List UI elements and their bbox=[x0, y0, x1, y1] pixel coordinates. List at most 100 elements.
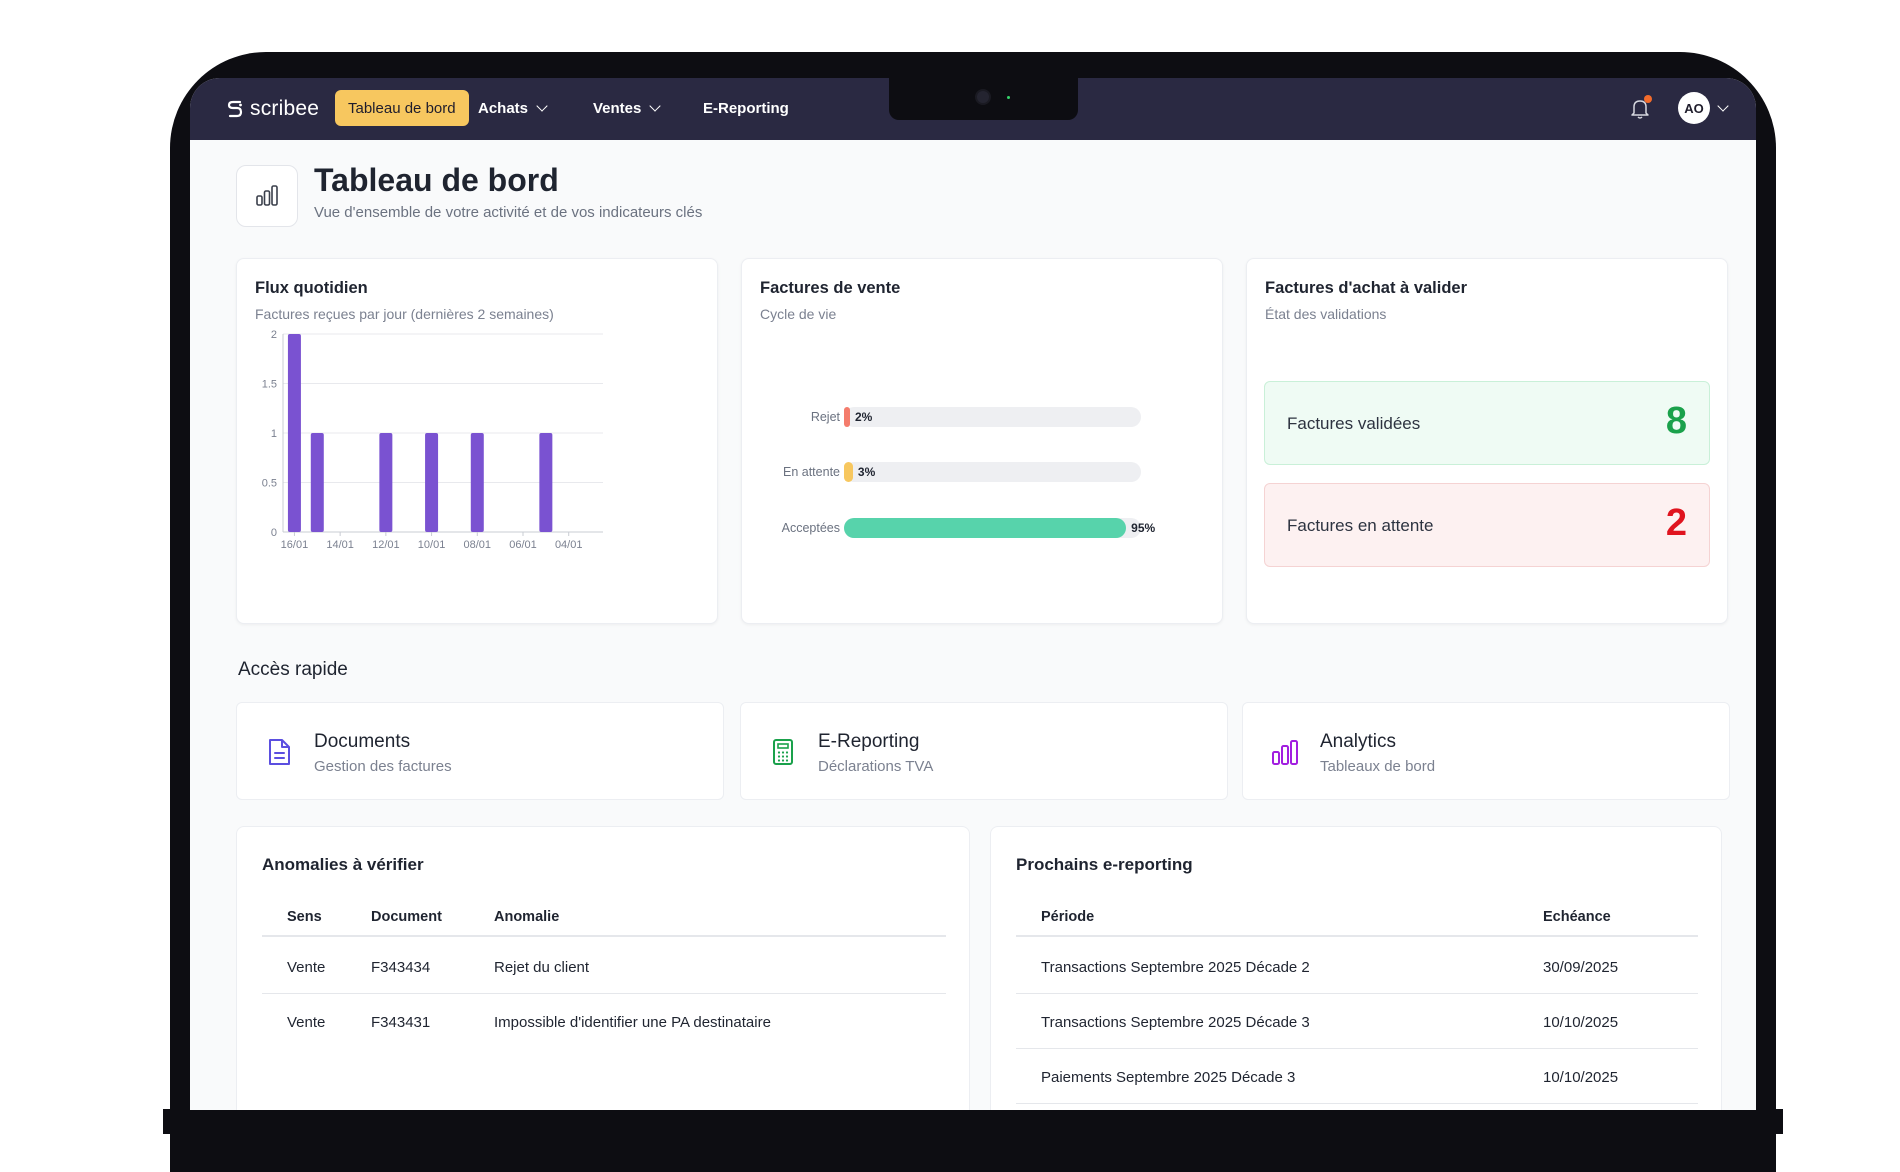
bar-16/01 bbox=[287, 334, 301, 532]
x-tick-label: 08/01 bbox=[464, 539, 492, 551]
progress-fill bbox=[844, 407, 850, 427]
card-subtitle: État des validations bbox=[1265, 306, 1387, 322]
column-header-document: Document bbox=[371, 909, 442, 925]
card-subtitle: Cycle de vie bbox=[760, 306, 837, 322]
cell-periode: Transactions Septembre 2025 Décade 3 bbox=[1041, 1014, 1310, 1031]
card-title: Factures de vente bbox=[760, 279, 901, 297]
quick-access-documents[interactable]: Documents Gestion des factures bbox=[236, 702, 724, 800]
cell-sens: Vente bbox=[287, 1014, 326, 1031]
column-header-echeance: Echéance bbox=[1543, 909, 1611, 925]
y-tick-label: 0 bbox=[271, 527, 277, 539]
page-icon-box bbox=[236, 165, 298, 227]
factures-vente-card: Factures de vente Cycle de vie Rejet 2% … bbox=[741, 258, 1223, 624]
validated-label: Factures validées bbox=[1287, 414, 1421, 433]
flux-quotidien-card: Flux quotidien Factures reçues par jour … bbox=[236, 258, 718, 624]
device-base bbox=[163, 1109, 1783, 1134]
pending-count: 2 bbox=[1665, 502, 1687, 544]
calculator-icon bbox=[773, 739, 793, 765]
table-row[interactable]: Transactions Septembre 2025 Décade 3 10/… bbox=[1016, 994, 1698, 1049]
page-subtitle: Vue d'ensemble de votre activité et de v… bbox=[314, 204, 703, 221]
progress-row-en-attente: En attente 3% bbox=[742, 462, 1222, 484]
nav-label: E-Reporting bbox=[703, 99, 789, 117]
validated-invoices-box[interactable]: Factures validées 8 bbox=[1264, 381, 1710, 465]
user-avatar[interactable]: AO bbox=[1678, 92, 1710, 124]
bar-chart-icon bbox=[256, 185, 278, 206]
bar-05/01 bbox=[539, 433, 553, 532]
app-screen: scribee Tableau de bord Achats Ventes E-… bbox=[190, 78, 1756, 1110]
y-tick-label: 1.5 bbox=[262, 379, 277, 391]
quick-access-subtitle: Tableaux de bord bbox=[1320, 758, 1436, 775]
device-notch bbox=[889, 78, 1078, 120]
validated-count: 8 bbox=[1665, 400, 1687, 442]
bar-08/01 bbox=[470, 433, 484, 532]
nav-label: Achats bbox=[478, 99, 529, 117]
cell-echeance: 10/10/2025 bbox=[1543, 1069, 1619, 1086]
cell-document: F343434 bbox=[371, 959, 431, 976]
quick-access-analytics[interactable]: Analytics Tableaux de bord bbox=[1242, 702, 1730, 800]
progress-track bbox=[844, 462, 1141, 482]
nav-ventes[interactable]: Ventes bbox=[580, 90, 672, 126]
cell-anomalie: Rejet du client bbox=[494, 959, 590, 976]
quick-access-e-reporting[interactable]: E-Reporting Déclarations TVA bbox=[740, 702, 1228, 800]
quick-access-subtitle: Gestion des factures bbox=[314, 758, 452, 775]
x-tick-label: 16/01 bbox=[281, 539, 309, 551]
quick-access-title: Analytics bbox=[1320, 731, 1397, 752]
document-icon bbox=[269, 739, 290, 765]
chevron-down-icon bbox=[649, 100, 662, 112]
column-header-anomalie: Anomalie bbox=[494, 909, 560, 925]
x-tick-label: 04/01 bbox=[555, 539, 583, 551]
factures-achat-card: Factures d'achat à valider État des vali… bbox=[1246, 258, 1728, 624]
x-tick-label: 12/01 bbox=[372, 539, 400, 551]
progress-label: En attente bbox=[783, 465, 840, 479]
nav-label: Tableau de bord bbox=[348, 99, 456, 117]
notification-dot bbox=[1644, 95, 1652, 103]
y-tick-label: 0.5 bbox=[262, 478, 277, 490]
progress-row-rejet: Rejet 2% bbox=[742, 407, 1222, 429]
pending-invoices-box[interactable]: Factures en attente 2 bbox=[1264, 483, 1710, 567]
table-row[interactable]: Transactions Septembre 2025 Décade 2 30/… bbox=[1016, 939, 1698, 994]
e-reporting-table-header: Période Echéance bbox=[1016, 897, 1698, 937]
progress-value: 3% bbox=[857, 465, 876, 479]
x-tick-label: 06/01 bbox=[509, 539, 537, 551]
cell-echeance: 10/10/2025 bbox=[1543, 1014, 1619, 1031]
progress-fill bbox=[844, 518, 1127, 538]
bar-12/01 bbox=[379, 433, 393, 532]
cell-periode: Transactions Septembre 2025 Décade 2 bbox=[1041, 959, 1310, 976]
bell-icon bbox=[1631, 100, 1649, 119]
bar-chart-icon bbox=[1272, 740, 1298, 765]
chevron-down-icon[interactable] bbox=[1717, 100, 1729, 112]
bar-15/01 bbox=[310, 433, 324, 532]
brand-logo[interactable]: scribee bbox=[226, 97, 319, 121]
scribee-logo-icon bbox=[227, 100, 243, 118]
nav-e-reporting[interactable]: E-Reporting bbox=[690, 90, 802, 126]
notifications-button[interactable] bbox=[1628, 95, 1654, 122]
cell-echeance: 30/09/2025 bbox=[1543, 959, 1619, 976]
prochains-e-reporting-card: Prochains e-reporting Période Echéance T… bbox=[990, 826, 1722, 1110]
pending-label: Factures en attente bbox=[1287, 516, 1434, 535]
quick-access-title: E-Reporting bbox=[818, 731, 920, 752]
progress-label: Acceptées bbox=[781, 521, 840, 535]
camera-led bbox=[1007, 96, 1010, 99]
top-navbar: scribee Tableau de bord Achats Ventes E-… bbox=[190, 78, 1756, 140]
nav-tableau-de-bord[interactable]: Tableau de bord bbox=[335, 90, 469, 126]
column-header-periode: Période bbox=[1041, 909, 1095, 925]
cell-periode: Paiements Septembre 2025 Décade 3 bbox=[1041, 1069, 1296, 1086]
nav-achats[interactable]: Achats bbox=[465, 90, 559, 126]
nav-label: Ventes bbox=[593, 99, 642, 117]
y-tick-label: 2 bbox=[271, 329, 277, 341]
quick-access-subtitle: Déclarations TVA bbox=[818, 758, 934, 775]
e-reporting-title: Prochains e-reporting bbox=[1016, 855, 1193, 874]
table-row[interactable]: Paiements Septembre 2025 Décade 3 10/10/… bbox=[1016, 1049, 1698, 1104]
bar-10/01 bbox=[425, 433, 439, 532]
camera-icon bbox=[975, 89, 991, 105]
table-row[interactable]: Vente F343431 Impossible d'identifier un… bbox=[262, 994, 946, 1049]
cell-sens: Vente bbox=[287, 959, 326, 976]
progress-track bbox=[844, 518, 1141, 538]
cell-document: F343431 bbox=[371, 1014, 431, 1031]
table-row[interactable]: Vente F343434 Rejet du client bbox=[262, 939, 946, 994]
daily-flow-bar-chart: 0 0.5 1 1.5 2 16/01 14/01 12/01 10/01 08/01 06/01 0… bbox=[262, 329, 603, 551]
cell-anomalie: Impossible d'identifier une PA destinata… bbox=[494, 1014, 771, 1031]
y-tick-label: 1 bbox=[271, 428, 277, 440]
anomalies-card: Anomalies à vérifier Sens Document Anoma… bbox=[236, 826, 970, 1110]
quick-access-title: Documents bbox=[314, 731, 411, 752]
